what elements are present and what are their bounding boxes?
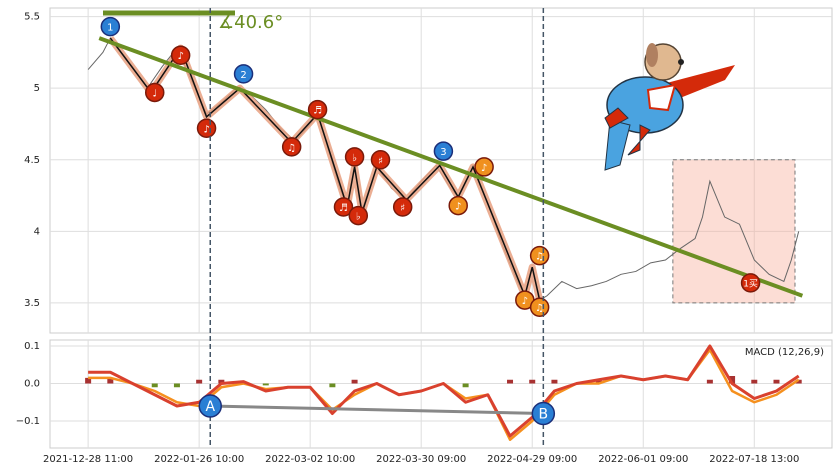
macd-title: MACD (12,26,9)	[745, 347, 824, 358]
divergence-marker	[531, 401, 556, 426]
y-tick-label: 0.1	[24, 341, 40, 352]
divergence-marker	[198, 394, 222, 418]
divergence-marker-label: B	[539, 407, 549, 423]
wave-marker-label: ♪	[522, 296, 528, 307]
wave-marker-label: ♪	[481, 163, 487, 174]
histogram-bar	[706, 379, 713, 384]
wave-marker-label: ♭	[356, 212, 361, 223]
superhero-dog	[604, 43, 735, 171]
wave-marker	[370, 150, 391, 170]
histogram-bar	[173, 383, 180, 388]
wave-marker-label: ♯	[400, 203, 405, 214]
wave-marker	[529, 245, 550, 266]
histogram-bar	[773, 379, 780, 384]
histogram-bar	[595, 379, 602, 384]
wave-marker-label: ♭	[352, 153, 357, 164]
wave-marker-label: ♫	[535, 252, 544, 263]
histogram-bar	[151, 383, 158, 388]
wave-marker	[281, 137, 302, 157]
x-tick-label: 2022-01-26 10:00	[154, 454, 244, 465]
x-tick-label: 2022-04-29 09:00	[487, 454, 577, 465]
wave-marker	[196, 118, 217, 139]
wave-marker-label: 3	[440, 147, 446, 158]
wave-marker	[307, 99, 328, 120]
wave-marker	[344, 147, 365, 167]
wave-marker	[529, 297, 550, 317]
wave-marker	[348, 205, 369, 226]
y-tick-label: 0.0	[24, 379, 40, 390]
histogram-bar	[262, 383, 269, 386]
x-tick-label: 2022-03-30 09:00	[376, 454, 466, 465]
wave-marker	[233, 64, 254, 84]
x-tick-label: 2022-06-01 09:00	[598, 454, 688, 465]
wave-marker	[170, 45, 191, 65]
y-tick-label: 4.5	[24, 155, 40, 166]
highlight-box	[672, 159, 796, 304]
histogram-bar	[751, 379, 758, 384]
wave-marker-label: ♪	[177, 51, 183, 62]
histogram-bar	[329, 383, 336, 388]
wave-marker-label: ♬	[339, 203, 348, 214]
wave-marker	[433, 141, 454, 161]
y-tick-label: −0.1	[16, 416, 40, 427]
histogram-bar	[462, 383, 469, 388]
angle-label: ∡40.6°	[218, 12, 283, 33]
x-tick-label: 2022-07-18 13:00	[709, 454, 799, 465]
x-tick-label: 2021-12-28 11:00	[43, 454, 133, 465]
wave-line	[109, 37, 541, 301]
wave-marker-label: ♫	[287, 143, 296, 154]
histogram-bar	[107, 377, 114, 384]
histogram-bar	[795, 379, 802, 384]
trend-line	[98, 36, 804, 298]
divergence-marker-label: A	[205, 399, 215, 415]
wave-marker	[144, 82, 165, 103]
wave-marker-label: ♩	[152, 88, 157, 99]
histogram-bar	[218, 379, 225, 384]
y-tick-label: 5	[34, 83, 40, 94]
wave-marker-label: ♬	[313, 106, 322, 117]
histogram-bar	[196, 379, 203, 384]
x-tick-label: 2022-03-02 10:00	[265, 454, 355, 465]
wave-marker-label: ♫	[535, 303, 544, 314]
wave-marker-label: 1买	[743, 278, 758, 289]
wave-marker-label: ♪	[455, 202, 461, 213]
wave-marker-label: ♯	[378, 156, 383, 167]
y-tick-label: 5.5	[24, 12, 40, 23]
wave-marker	[448, 195, 468, 216]
wave-marker-label: 2	[240, 70, 246, 81]
y-tick-label: 3.5	[24, 298, 40, 309]
histogram-bar	[729, 376, 736, 384]
wave-marker	[333, 197, 354, 217]
y-tick-label: 4	[34, 226, 40, 237]
wave-marker	[100, 16, 121, 37]
histogram-bar	[529, 379, 536, 384]
histogram-bar	[351, 379, 358, 384]
wave-marker	[740, 273, 761, 293]
histogram-bar	[85, 377, 92, 384]
wave-marker	[392, 197, 413, 217]
histogram-bar	[551, 379, 558, 384]
divergence-line	[210, 404, 544, 415]
wave-marker-label: ♪	[203, 124, 209, 135]
wave-marker	[474, 157, 494, 177]
wave-marker-label: 1	[107, 23, 113, 34]
histogram-bar	[507, 379, 514, 384]
